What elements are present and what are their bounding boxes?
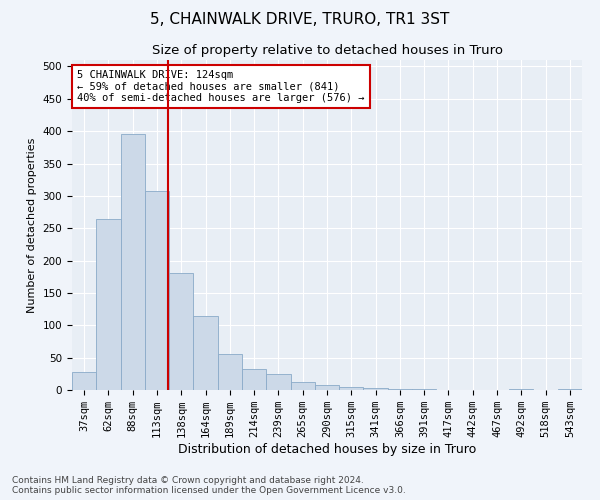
Title: Size of property relative to detached houses in Truro: Size of property relative to detached ho…: [151, 44, 503, 58]
Bar: [290, 382, 315, 390]
Text: 5, CHAINWALK DRIVE, TRURO, TR1 3ST: 5, CHAINWALK DRIVE, TRURO, TR1 3ST: [151, 12, 449, 28]
Bar: [145, 190, 169, 390]
Bar: [169, 273, 193, 390]
Bar: [96, 218, 121, 390]
Bar: [364, 388, 388, 390]
Bar: [339, 387, 364, 390]
Bar: [558, 388, 582, 390]
Bar: [242, 370, 266, 390]
Text: 5 CHAINWALK DRIVE: 124sqm
← 59% of detached houses are smaller (841)
40% of semi: 5 CHAINWALK DRIVE: 124sqm ← 59% of detac…: [77, 70, 365, 103]
Text: Contains HM Land Registry data © Crown copyright and database right 2024.
Contai: Contains HM Land Registry data © Crown c…: [12, 476, 406, 495]
Bar: [315, 385, 339, 390]
Bar: [193, 316, 218, 390]
Bar: [388, 388, 412, 390]
Bar: [218, 354, 242, 390]
Bar: [72, 372, 96, 390]
X-axis label: Distribution of detached houses by size in Truro: Distribution of detached houses by size …: [178, 443, 476, 456]
Bar: [121, 134, 145, 390]
Y-axis label: Number of detached properties: Number of detached properties: [27, 138, 37, 312]
Bar: [266, 374, 290, 390]
